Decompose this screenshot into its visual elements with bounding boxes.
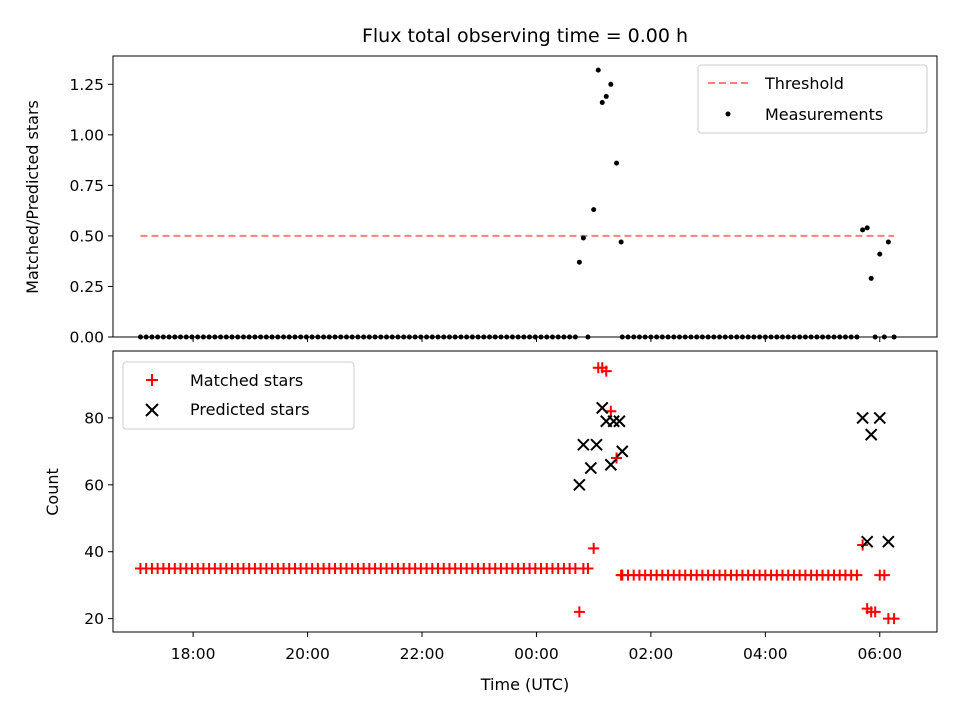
bottom-legend-box — [122, 361, 355, 430]
bottom-x-ticks: 18:00 20:00 22:00 00:00 02:00 04:00 06:00 — [171, 632, 902, 663]
predicted-legend-swatch — [145, 403, 159, 417]
predicted-star-point — [604, 458, 618, 471]
measurement-point — [868, 275, 874, 281]
top-y-tick-label: 0.75 — [69, 177, 104, 195]
chart-title: Flux total observing time = 0.00 h — [362, 25, 688, 47]
matched-legend-swatch — [146, 374, 158, 386]
predicted-star-point — [864, 428, 878, 441]
bottom-x-tick-label: 02:00 — [629, 645, 674, 663]
bottom-x-tick-label: 00:00 — [514, 645, 559, 663]
top-panel: 0.00 0.25 0.50 0.75 1.00 1.25 Matched/Predict… — [23, 55, 938, 347]
predicted-star-point — [860, 535, 874, 548]
measurement-point — [860, 227, 866, 233]
measurement-point — [885, 239, 891, 245]
bottom-y-tick-label: 20 — [84, 610, 104, 628]
bottom-y-axis-label: Count — [43, 468, 62, 516]
matched-star-point — [600, 365, 612, 377]
predicted-star-point — [616, 445, 629, 458]
bottom-marks — [134, 362, 900, 625]
measurement-point — [608, 81, 614, 87]
predicted-star-point — [590, 438, 603, 451]
measurement-point — [591, 207, 597, 213]
matched-star-point — [611, 452, 623, 464]
predicted-star-point — [882, 535, 895, 548]
bottom-y-tick-label: 60 — [84, 476, 104, 494]
bottom-x-tick-label: 04:00 — [743, 645, 788, 663]
top-y-tick-label: 0.50 — [69, 227, 104, 245]
bottom-y-tick-label: 40 — [84, 543, 104, 561]
predicted-star-point — [873, 411, 886, 425]
measurement-point — [877, 251, 883, 257]
predicted-star-point — [856, 411, 869, 425]
top-y-tick-label: 1.25 — [69, 76, 104, 94]
matched-legend-label: Matched stars — [190, 371, 303, 390]
matched-star-point — [605, 405, 617, 417]
matched-star-point — [888, 613, 900, 625]
matched-star-point — [573, 606, 585, 618]
bottom-x-tick-label: 06:00 — [857, 645, 902, 663]
matched-star-point — [869, 606, 881, 618]
bottom-y-tick-label: 80 — [84, 409, 104, 427]
predicted-legend-label: Predicted stars — [190, 400, 310, 419]
predicted-star-point — [584, 461, 598, 475]
predicted-star-point — [596, 401, 609, 415]
measurements-legend-label: Measurements — [765, 105, 883, 124]
measurement-point — [603, 93, 609, 99]
measurement-point — [864, 225, 870, 231]
bottom-x-tick-label: 18:00 — [171, 645, 216, 663]
predicted-star-point — [573, 478, 586, 492]
top-y-ticks: 0.00 0.25 0.50 0.75 1.00 1.25 — [69, 76, 113, 347]
measurement-point — [618, 239, 624, 245]
predicted-star-point — [613, 415, 626, 428]
threshold-legend-label: Threshold — [764, 74, 844, 93]
top-axes-frame — [112, 55, 938, 338]
top-x-ticks — [192, 337, 881, 342]
bottom-y-ticks: 20 40 60 80 — [84, 409, 113, 628]
predicted-star-point — [577, 438, 590, 451]
measurement-point — [599, 99, 605, 105]
matched-star-point — [851, 569, 863, 581]
top-legend-box — [697, 64, 928, 134]
top-legend: Threshold Measurements — [697, 64, 928, 134]
predicted-star-point — [607, 415, 620, 428]
bottom-legend: Matched stars Predicted stars — [122, 361, 355, 430]
bottom-axes-frame — [112, 350, 938, 633]
matched-star-point — [582, 562, 594, 574]
measurement-point — [576, 259, 582, 265]
top-y-tick-label: 0.25 — [69, 278, 104, 296]
bottom-x-tick-label: 20:00 — [285, 645, 330, 663]
measurement-point — [595, 67, 601, 73]
matched-star-point — [878, 569, 890, 581]
matched-star-point — [615, 569, 627, 581]
bottom-x-tick-label: 22:00 — [400, 645, 445, 663]
top-y-tick-label: 0.00 — [69, 329, 104, 347]
top-y-tick-label: 1.00 — [69, 126, 104, 144]
measurement-point — [614, 160, 620, 166]
matched-star-point — [588, 542, 600, 554]
top-y-axis-label: Matched/Predicted stars — [23, 100, 42, 294]
measurement-point — [580, 235, 586, 241]
bottom-panel: 20 40 60 80 18:00 20:00 22:00 00:00 02:00 04:00 0… — [43, 350, 938, 694]
measurements-legend-swatch — [725, 111, 731, 117]
bottom-x-axis-label: Time (UTC) — [480, 675, 569, 694]
